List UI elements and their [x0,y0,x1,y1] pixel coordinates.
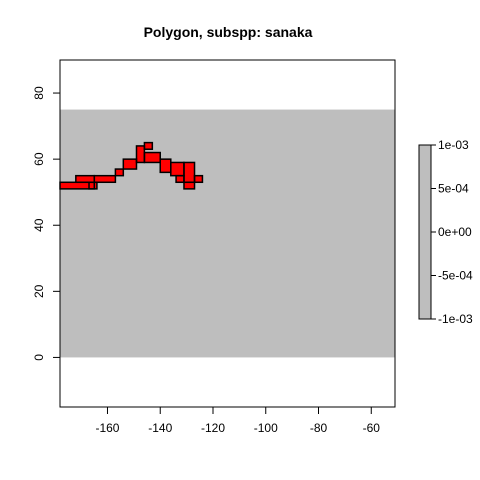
polygon-layer [59,141,204,190]
polygon-cell [115,169,124,176]
polygon-cell [194,175,203,183]
polygon-cell-outline [93,174,117,184]
legend-tick-label: -1e-03 [438,312,473,326]
legend-tick-label: 5e-04 [438,182,469,196]
y-tick-label: 80 [32,86,46,100]
x-tick-label: -80 [310,421,328,435]
legend-tick-label: -5e-04 [438,269,473,283]
polygon-cell-outline [122,158,138,170]
polygon-cell [183,182,195,189]
x-axis: -160 -140 -120 -100 -80 -60 [95,406,381,435]
polygon-cell-outline [193,174,204,184]
chart-title: Polygon, subspp: sanaka [144,24,313,40]
legend-tick-label: 0e+00 [438,225,472,239]
polygon-cell [160,159,171,173]
polygon-cell-outline [143,141,154,150]
polygon-cell [60,182,95,189]
x-tick-label: -160 [95,421,119,435]
raster-layer [60,109,395,358]
x-tick-label: -120 [201,421,225,435]
polygon-cell [123,159,137,170]
y-axis: 0 20 40 60 80 [32,86,61,361]
y-tick-label: 20 [32,284,46,298]
raster-cell-area [60,109,395,358]
polygon-cell [94,175,116,183]
x-tick-label: -140 [148,421,172,435]
polygon-cell [170,162,184,176]
polygon-cell [136,145,145,163]
polygon-cell-outline [114,168,125,177]
polygon-cell [144,142,153,150]
polygon-cell-outline [183,181,196,190]
polygon-cell-outline [143,151,161,164]
polygon-cell [89,182,97,189]
y-tick-label: 60 [32,152,46,166]
legend-color-bar [418,144,432,320]
y-tick-label: 40 [32,218,46,232]
y-tick-label: 0 [32,354,46,361]
polygon-cell-outline [175,174,185,184]
polygon-cell-outline [88,181,98,190]
legend-tick-label: 1e-03 [438,138,469,152]
polygon-cell [75,175,95,183]
polygon-cell [176,175,184,183]
x-tick-label: -60 [363,421,381,435]
x-tick-label: -100 [254,421,278,435]
legend: 1e-03 5e-04 0e+00 -5e-04 -1e-03 [418,138,473,326]
polygon-cell [144,152,161,163]
polygon-cell [183,162,195,183]
